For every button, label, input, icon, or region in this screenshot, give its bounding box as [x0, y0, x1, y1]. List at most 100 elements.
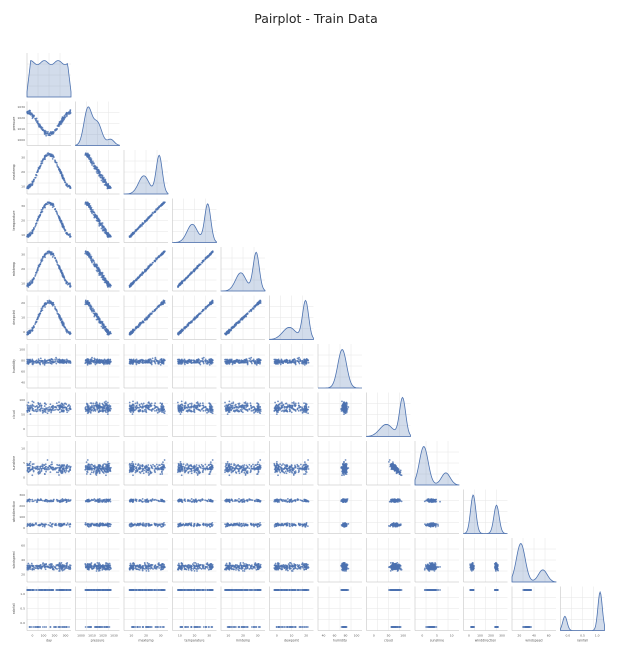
- scatter-point: [109, 358, 112, 361]
- scatter-point: [184, 363, 186, 366]
- panel-humidity-vs-maxtemp: [123, 344, 168, 389]
- scatter-point: [224, 360, 226, 363]
- scatter-point: [161, 411, 163, 413]
- scatter-point: [140, 358, 142, 361]
- scatter-point: [288, 408, 291, 411]
- scatter-point: [37, 123, 40, 125]
- scatter-point: [34, 176, 36, 179]
- scatter-point: [59, 267, 61, 270]
- kde-humidity: [318, 349, 362, 389]
- scatter-point: [151, 357, 154, 360]
- scatter-point: [57, 166, 60, 169]
- scatter-point: [85, 253, 88, 256]
- scatter-point: [59, 217, 61, 220]
- scatter-point: [103, 358, 106, 361]
- scatter-point: [198, 264, 201, 267]
- scatter-point: [38, 404, 41, 407]
- scatter-point: [55, 402, 58, 405]
- scatter-point: [160, 362, 163, 364]
- scatter-point: [47, 302, 50, 304]
- scatter-point: [84, 408, 87, 411]
- scatter-point: [55, 211, 58, 214]
- scatter-point: [142, 222, 145, 225]
- scatter-point: [92, 309, 95, 312]
- scatter-point: [199, 312, 202, 315]
- scatter-point: [43, 133, 46, 136]
- scatter-point: [130, 331, 133, 334]
- scatter-point: [291, 359, 294, 362]
- scatter-point: [234, 359, 237, 362]
- scatter-point: [193, 411, 196, 414]
- scatter-point: [285, 402, 288, 405]
- scatter-point: [228, 407, 231, 410]
- scatter-point: [64, 406, 67, 409]
- scatter-point: [294, 360, 297, 363]
- scatter-point: [103, 407, 105, 410]
- scatter-point: [93, 261, 96, 264]
- scatter-point: [58, 265, 60, 268]
- scatter-point: [283, 407, 286, 409]
- scatter-point: [49, 132, 52, 135]
- scatter-point: [286, 410, 289, 413]
- scatter-point: [91, 356, 93, 359]
- scatter-point: [100, 174, 103, 176]
- scatter-point: [56, 404, 59, 407]
- scatter-point: [245, 358, 248, 361]
- scatter-point: [206, 411, 208, 414]
- scatter-point: [36, 404, 38, 407]
- scatter-point: [145, 318, 148, 321]
- scatter-point: [89, 207, 92, 210]
- scatter-point: [41, 409, 44, 412]
- scatter-point: [128, 286, 131, 288]
- scatter-point: [95, 318, 98, 321]
- scatter-point: [85, 302, 88, 305]
- scatter-point: [281, 405, 284, 407]
- scatter-point: [180, 281, 183, 284]
- scatter-point: [68, 403, 70, 406]
- scatter-point: [59, 172, 62, 175]
- scatter-point: [103, 401, 106, 404]
- scatter-point: [147, 315, 150, 318]
- scatter-point: [195, 359, 198, 362]
- scatter-point: [34, 275, 36, 277]
- scatter-point: [307, 406, 310, 408]
- scatter-point: [32, 363, 34, 366]
- scatter-point: [66, 283, 69, 286]
- scatter-point: [36, 171, 39, 174]
- scatter-point: [155, 405, 157, 408]
- scatter-point: [144, 408, 147, 411]
- scatter-point: [86, 202, 89, 204]
- scatter-point: [246, 404, 249, 407]
- scatter-point: [224, 401, 226, 404]
- scatter-point: [93, 264, 96, 267]
- scatter-point: [210, 362, 213, 365]
- scatter-point: [94, 213, 97, 216]
- scatter-point: [68, 407, 70, 410]
- scatter-point: [254, 305, 256, 308]
- scatter-point: [179, 409, 182, 411]
- scatter-point: [45, 134, 48, 137]
- scatter-point: [50, 301, 53, 304]
- scatter-point: [64, 327, 67, 330]
- scatter-point: [145, 360, 148, 363]
- scatter-point: [130, 283, 133, 286]
- scatter-point: [41, 411, 44, 414]
- scatter-point: [285, 406, 288, 408]
- scatter-point: [49, 359, 52, 362]
- scatter-point: [201, 407, 204, 410]
- scatter-point: [88, 410, 90, 413]
- scatter-point: [202, 361, 205, 364]
- scatter-point: [300, 359, 302, 362]
- scatter-point: [54, 257, 57, 260]
- scatter-point: [39, 165, 41, 168]
- scatter-point: [35, 174, 38, 177]
- scatter-point: [60, 271, 63, 274]
- scatter-point: [68, 332, 70, 335]
- scatter-point: [142, 402, 145, 405]
- scatter-point: [106, 413, 109, 415]
- scatter-point: [98, 408, 101, 411]
- panel-humidity-vs-humidity: [317, 344, 362, 389]
- scatter-point: [239, 361, 242, 364]
- scatter-point: [230, 402, 233, 405]
- scatter-point: [65, 115, 68, 118]
